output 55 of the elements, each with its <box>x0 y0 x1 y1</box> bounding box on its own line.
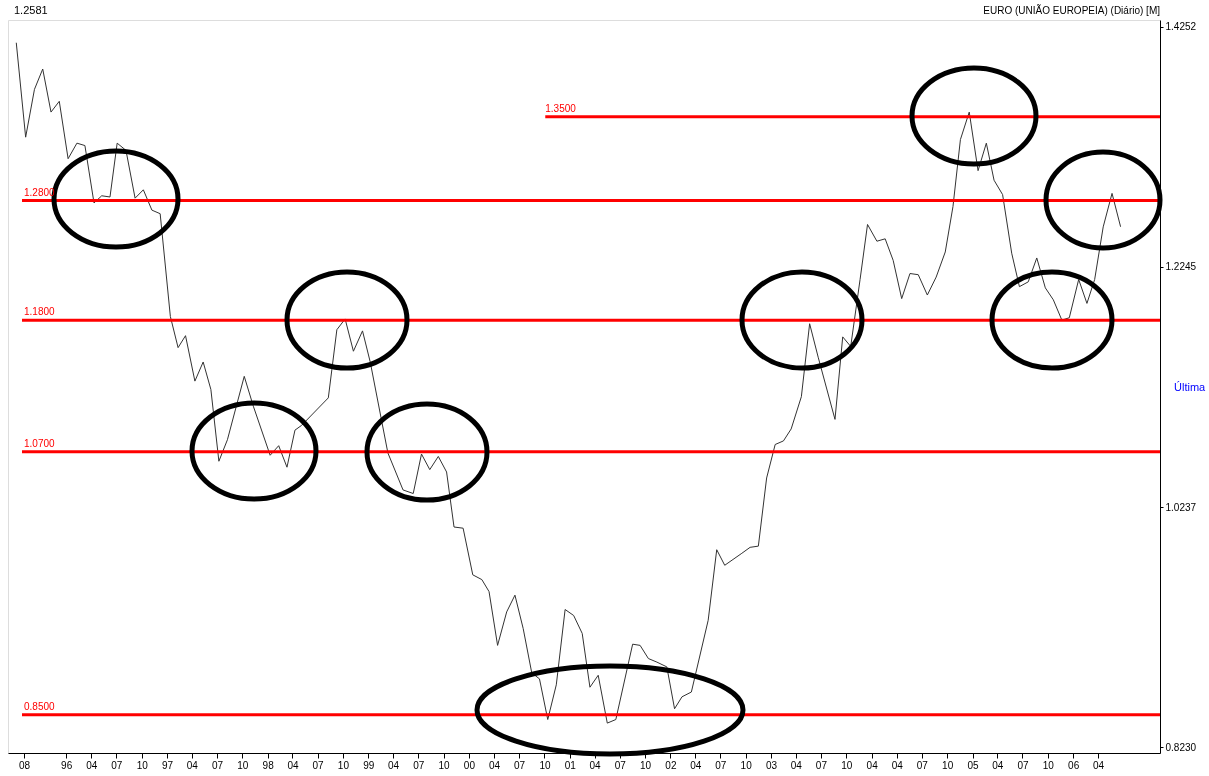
x-tick-label: 04 <box>488 759 501 771</box>
chart-title: EURO (UNIÃO EUROPEIA) (Diário) [M] <box>983 4 1161 16</box>
x-tick-label: 08 <box>18 759 31 771</box>
x-tick-label: 10 <box>539 759 551 771</box>
x-tick-label: 04 <box>589 759 602 771</box>
x-tick-label: 04 <box>86 759 98 771</box>
x-tick-label: 04 <box>790 759 803 771</box>
x-tick-label: 04 <box>388 759 400 771</box>
x-tick-label: 05 <box>967 759 980 771</box>
x-tick-label: 97 <box>162 759 174 771</box>
x-tick-label: 00 <box>463 759 476 771</box>
y-tick-label: 1.0237 <box>1165 501 1197 513</box>
x-tick-label: 03 <box>765 759 778 771</box>
x-tick-label: 04 <box>992 759 1004 771</box>
x-tick-label: 07 <box>413 759 425 771</box>
x-tick-label: 10 <box>237 759 249 771</box>
x-tick-label: 10 <box>136 759 149 771</box>
x-tick-label: 07 <box>514 759 526 771</box>
x-tick-label: 04 <box>287 759 299 771</box>
y-tick-label: 1.4252 <box>1165 21 1197 33</box>
x-tick-label: 02 <box>665 759 677 771</box>
ref-line-label: 0.8500 <box>24 700 56 712</box>
x-tick-label: 10 <box>740 759 753 771</box>
text: 1.2581 <box>14 4 48 16</box>
x-tick-label: 07 <box>916 759 929 771</box>
ref-line-label: 1.1800 <box>24 306 56 318</box>
x-tick-label: 10 <box>438 759 451 771</box>
x-tick-label: 98 <box>262 759 275 771</box>
y-tick-label: 1.2245 <box>1165 261 1197 273</box>
x-tick-label: 07 <box>1017 759 1029 771</box>
x-tick-label: 07 <box>111 759 123 771</box>
x-tick-label: 04 <box>186 759 199 771</box>
x-tick-label: 10 <box>337 759 350 771</box>
text: Última <box>1174 381 1207 393</box>
x-tick-label: 96 <box>61 759 73 771</box>
x-tick-label: 06 <box>1068 759 1080 771</box>
x-tick-label: 04 <box>690 759 702 771</box>
x-tick-label: 04 <box>891 759 904 771</box>
annotation: 1.3500 <box>545 102 577 114</box>
ref-line-label: 1.0700 <box>24 437 56 449</box>
x-tick-label: 07 <box>312 759 325 771</box>
x-tick-label: 07 <box>211 759 224 771</box>
x-tick-label: 07 <box>815 759 828 771</box>
x-tick-label: 07 <box>715 759 727 771</box>
y-tick-label: 0.8230 <box>1165 741 1197 753</box>
x-tick-label: 07 <box>614 759 627 771</box>
x-tick-label: 99 <box>363 759 375 771</box>
x-tick-label: 01 <box>564 759 577 771</box>
x-tick-label: 04 <box>866 759 879 771</box>
x-tick-label: 10 <box>841 759 853 771</box>
x-tick-label: 04 <box>1092 759 1105 771</box>
x-tick-label: 10 <box>1042 759 1055 771</box>
x-tick-label: 10 <box>942 759 954 771</box>
x-tick-label: 10 <box>640 759 652 771</box>
line-series <box>15 42 1122 724</box>
